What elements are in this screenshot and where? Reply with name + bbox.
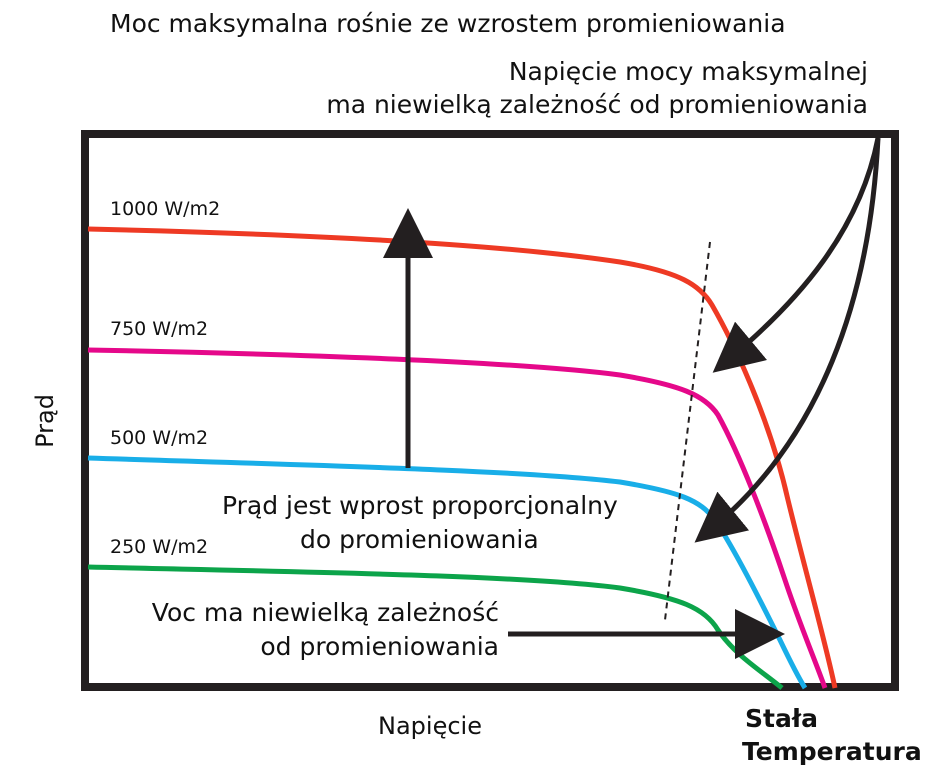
annotation-voc-1: Voc ma niewielką zależność xyxy=(151,598,499,627)
curve-label-500: 500 W/m2 xyxy=(110,427,209,449)
arrow-vmp-2 xyxy=(694,137,881,543)
arrow-vmp-1 xyxy=(712,137,881,373)
annotation-top: Moc maksymalna rośnie ze wzrostem promie… xyxy=(110,9,786,38)
annotation-current-1: Prąd jest wprost proporcjonalny xyxy=(222,491,618,520)
curve-750 xyxy=(87,347,828,689)
y-axis-label: Prąd xyxy=(30,394,59,448)
mpp-dotted-line xyxy=(664,241,711,621)
annotation-current-2: do promieniowania xyxy=(300,525,539,554)
curve-label-250: 250 W/m2 xyxy=(110,536,209,558)
curve-label-750: 750 W/m2 xyxy=(110,318,209,340)
annotation-vmp-2: ma niewielką zależność od promieniowania xyxy=(326,90,868,119)
x-axis-label: Napięcie xyxy=(378,712,482,740)
plot-frame xyxy=(81,130,899,691)
curve-1000 xyxy=(87,226,838,689)
condition-line-1: Stała xyxy=(745,704,818,733)
curve-label-1000: 1000 W/m2 xyxy=(110,198,221,220)
condition-line-2: Temperatura xyxy=(742,737,922,766)
annotation-voc-2: od promieniowania xyxy=(260,632,499,661)
curve-250 xyxy=(87,564,784,690)
annotation-vmp-1: Napięcie mocy maksymalnej xyxy=(508,57,868,86)
